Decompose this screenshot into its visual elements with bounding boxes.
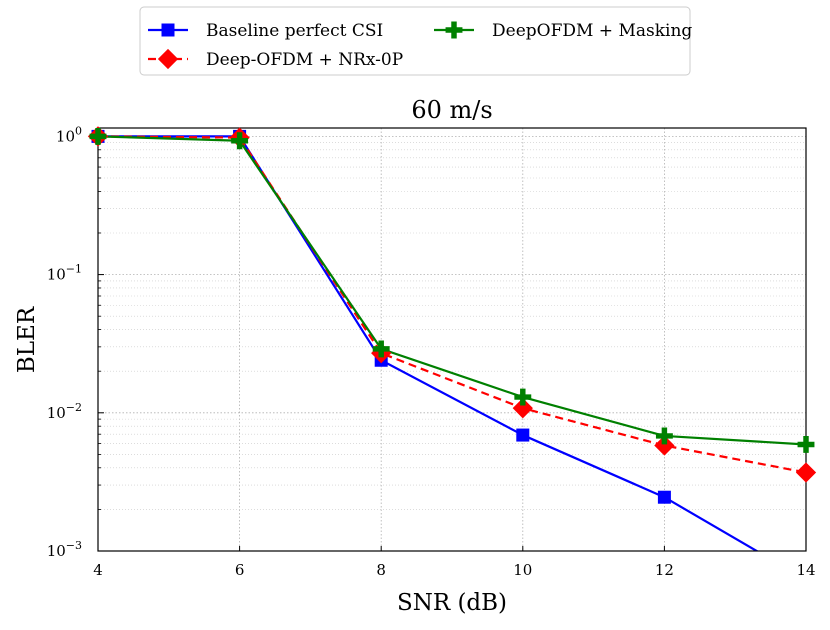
chart-title: 60 m/s	[411, 96, 492, 124]
legend-marker	[157, 48, 179, 70]
data-point	[797, 436, 815, 453]
y-tick-label: 10−2	[47, 401, 82, 422]
data-point	[89, 127, 107, 145]
series-markers	[87, 126, 817, 504]
data-point	[514, 388, 532, 406]
series-line	[98, 135, 806, 474]
data-point	[655, 427, 673, 445]
legend-marker	[161, 23, 175, 37]
data-point	[512, 398, 533, 419]
x-tick-label: 12	[655, 561, 674, 579]
y-tick-label: 10−1	[47, 263, 82, 284]
grid	[97, 128, 807, 552]
data-point	[654, 435, 675, 456]
series-lines	[98, 135, 806, 551]
x-tick-label: 4	[93, 561, 103, 579]
x-tick-label: 10	[513, 561, 532, 579]
legend-label: DeepOFDM + Masking	[492, 21, 692, 41]
series-line	[98, 135, 806, 446]
plot-frame	[97, 127, 807, 552]
y-axis-label: BLER	[14, 306, 40, 373]
data-point	[657, 490, 671, 504]
series-line	[98, 135, 759, 551]
legend: Baseline perfect CSI Deep-OFDM + NRx-0P De…	[139, 6, 692, 76]
legend-label: Baseline perfect CSI	[206, 21, 383, 41]
data-point	[372, 340, 390, 358]
axis-ticks: 4 6 8 10 12 14 100 10−1 10−2 10−3	[47, 124, 816, 579]
legend-marker	[445, 21, 463, 39]
x-axis-label: SNR (dB)	[397, 590, 507, 616]
x-tick-label: 8	[376, 561, 386, 579]
x-tick-label: 14	[796, 561, 815, 579]
legend-label: Deep-OFDM + NRx-0P	[206, 50, 403, 70]
data-point	[516, 428, 530, 442]
x-tick-label: 6	[235, 561, 245, 579]
y-tick-label: 100	[56, 124, 82, 145]
data-point	[795, 462, 817, 483]
y-tick-label: 10−3	[47, 539, 82, 560]
data-point	[231, 132, 249, 150]
legend-frame	[139, 6, 691, 76]
